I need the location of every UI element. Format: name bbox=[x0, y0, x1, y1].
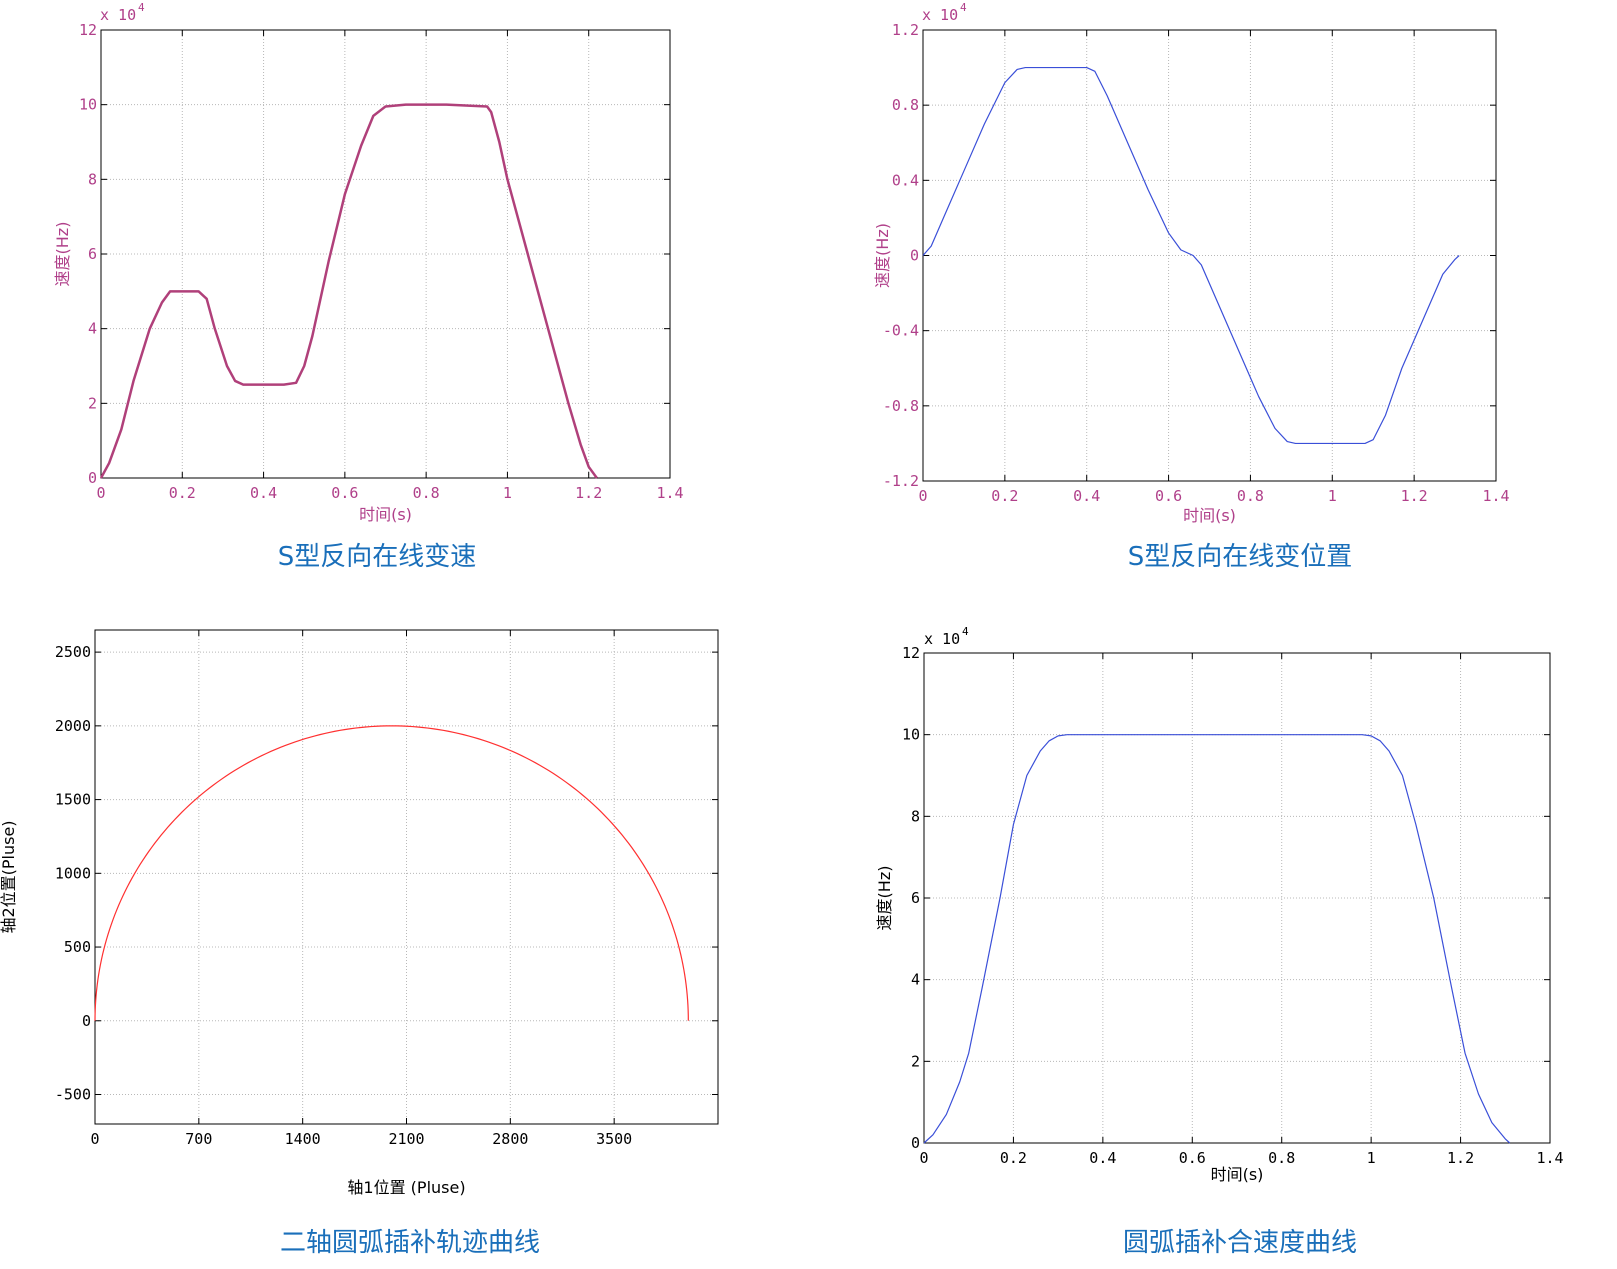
y-tick-label: 0.8 bbox=[892, 96, 919, 114]
y-axis-multiplier-exponent: 4 bbox=[960, 1, 967, 14]
chart-arc-trajectory: 0 700 1400 2100 2800 3500 -500 0 500 1000 1500 2000… bbox=[0, 629, 719, 1197]
y-tick-label: 2 bbox=[911, 1052, 920, 1070]
y-tick-label: 500 bbox=[64, 938, 91, 956]
y-axis-multiplier: x 10 bbox=[922, 6, 958, 24]
y-axis-multiplier: x 10 bbox=[100, 6, 136, 24]
y-tick-label: 0 bbox=[911, 1134, 920, 1152]
x-tick-label: 0.2 bbox=[1000, 1149, 1027, 1167]
x-axis-label: 轴1位置 (Pluse) bbox=[347, 1178, 465, 1197]
x-tick-label: 0.6 bbox=[1155, 487, 1182, 505]
x-tick-label: 0.6 bbox=[1179, 1149, 1206, 1167]
y-axis-label: 轴2位置(Pluse) bbox=[0, 820, 18, 933]
chart-position-change: 0 0.2 0.4 0.6 0.8 1 1.2 1.4 -1.2 -0.8 -0.4 0 0.4 0.8 1… bbox=[873, 1, 1510, 525]
y-tick-label: -0.4 bbox=[883, 322, 919, 340]
x-tick-label: 0.8 bbox=[1268, 1149, 1295, 1167]
plot-area bbox=[923, 30, 1496, 481]
x-axis-label: 时间(s) bbox=[359, 505, 412, 524]
series-line bbox=[99, 103, 598, 479]
x-tick-label: 0.8 bbox=[413, 484, 440, 502]
y-tick-label: 2500 bbox=[55, 643, 91, 661]
y-tick-label: 1.2 bbox=[892, 21, 919, 39]
y-tick-label: 10 bbox=[79, 96, 97, 114]
y-tick-label: 2 bbox=[88, 394, 97, 412]
x-tick-label: 2100 bbox=[388, 1130, 424, 1148]
chart-caption: 二轴圆弧插补轨迹曲线 bbox=[279, 1228, 541, 1258]
x-tick-label: 1400 bbox=[285, 1130, 321, 1148]
x-tick-label: 1.4 bbox=[1536, 1149, 1563, 1167]
x-tick-label: 0 bbox=[918, 487, 927, 505]
x-axis-label: 时间(s) bbox=[1183, 506, 1236, 525]
y-tick-label: 0.4 bbox=[892, 171, 919, 189]
x-tick-label: 0.2 bbox=[169, 484, 196, 502]
y-tick-label: 12 bbox=[902, 644, 920, 662]
x-tick-label: 1 bbox=[1328, 487, 1337, 505]
x-tick-label: 0.4 bbox=[250, 484, 277, 502]
x-tick-label: 3500 bbox=[596, 1130, 632, 1148]
x-tick-label: 1.4 bbox=[1482, 487, 1509, 505]
x-tick-label: 1 bbox=[503, 484, 512, 502]
y-tick-label: 6 bbox=[88, 245, 97, 263]
series-line bbox=[94, 725, 689, 1021]
chart-arc-speed: 0 0.2 0.4 0.6 0.8 1 1.2 1.4 0 2 4 6 8 10 12 时间(s) 速度(Hz)… bbox=[875, 625, 1564, 1184]
y-axis-multiplier: x 10 bbox=[924, 630, 960, 648]
x-tick-label: 2800 bbox=[492, 1130, 528, 1148]
y-tick-label: 8 bbox=[88, 170, 97, 188]
y-tick-label: -500 bbox=[55, 1086, 91, 1104]
y-tick-label: 8 bbox=[911, 807, 920, 825]
x-tick-label: 0 bbox=[919, 1149, 928, 1167]
x-axis-label: 时间(s) bbox=[1211, 1165, 1264, 1184]
x-tick-label: 1.2 bbox=[575, 484, 602, 502]
x-tick-label: 1 bbox=[1367, 1149, 1376, 1167]
x-tick-label: 0.8 bbox=[1237, 487, 1264, 505]
chart-caption: S型反向在线变速 bbox=[277, 542, 477, 572]
y-axis-label: 速度(Hz) bbox=[875, 866, 894, 931]
y-tick-label: 4 bbox=[911, 971, 920, 989]
x-tick-label: 0.2 bbox=[991, 487, 1018, 505]
y-axis-label: 速度(Hz) bbox=[53, 222, 72, 287]
y-tick-label: 0 bbox=[82, 1012, 91, 1030]
y-tick-label: 1500 bbox=[55, 791, 91, 809]
x-tick-label: 0.4 bbox=[1073, 487, 1100, 505]
x-tick-label: 0 bbox=[90, 1130, 99, 1148]
y-tick-label: 1000 bbox=[55, 864, 91, 882]
y-axis-multiplier-exponent: 4 bbox=[962, 625, 969, 638]
y-tick-label: 2000 bbox=[55, 717, 91, 735]
x-tick-label: 1.4 bbox=[656, 484, 683, 502]
x-tick-label: 700 bbox=[185, 1130, 212, 1148]
x-tick-label: 1.2 bbox=[1447, 1149, 1474, 1167]
y-tick-label: 0 bbox=[910, 247, 919, 265]
y-tick-label: -1.2 bbox=[883, 472, 919, 490]
series-line bbox=[922, 66, 1460, 445]
chart-speed-change: 0 0.2 0.4 0.6 0.8 1 1.2 1.4 0 2 4 6 8 10 12 时间(s) 速度(Hz)… bbox=[53, 1, 684, 524]
x-tick-label: 0.4 bbox=[1089, 1149, 1116, 1167]
chart-caption: S型反向在线变位置 bbox=[1127, 542, 1353, 572]
y-tick-label: 12 bbox=[79, 21, 97, 39]
x-tick-label: 0 bbox=[96, 484, 105, 502]
y-tick-label: 0 bbox=[88, 469, 97, 487]
y-tick-label: 4 bbox=[88, 320, 97, 338]
x-tick-label: 0.6 bbox=[331, 484, 358, 502]
chart-caption: 圆弧插补合速度曲线 bbox=[1122, 1228, 1358, 1258]
series-line bbox=[923, 734, 1511, 1144]
y-axis-label: 速度(Hz) bbox=[873, 223, 892, 288]
y-tick-label: 10 bbox=[902, 726, 920, 744]
y-tick-label: 6 bbox=[911, 889, 920, 907]
y-tick-label: -0.8 bbox=[883, 397, 919, 415]
y-axis-multiplier-exponent: 4 bbox=[138, 1, 145, 14]
x-tick-label: 1.2 bbox=[1401, 487, 1428, 505]
